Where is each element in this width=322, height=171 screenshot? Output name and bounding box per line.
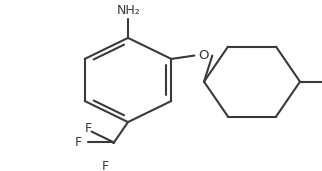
Text: F: F	[101, 160, 109, 171]
Text: F: F	[74, 136, 81, 149]
Text: F: F	[85, 122, 92, 135]
Text: NH₂: NH₂	[117, 4, 141, 17]
Text: O: O	[198, 49, 209, 62]
